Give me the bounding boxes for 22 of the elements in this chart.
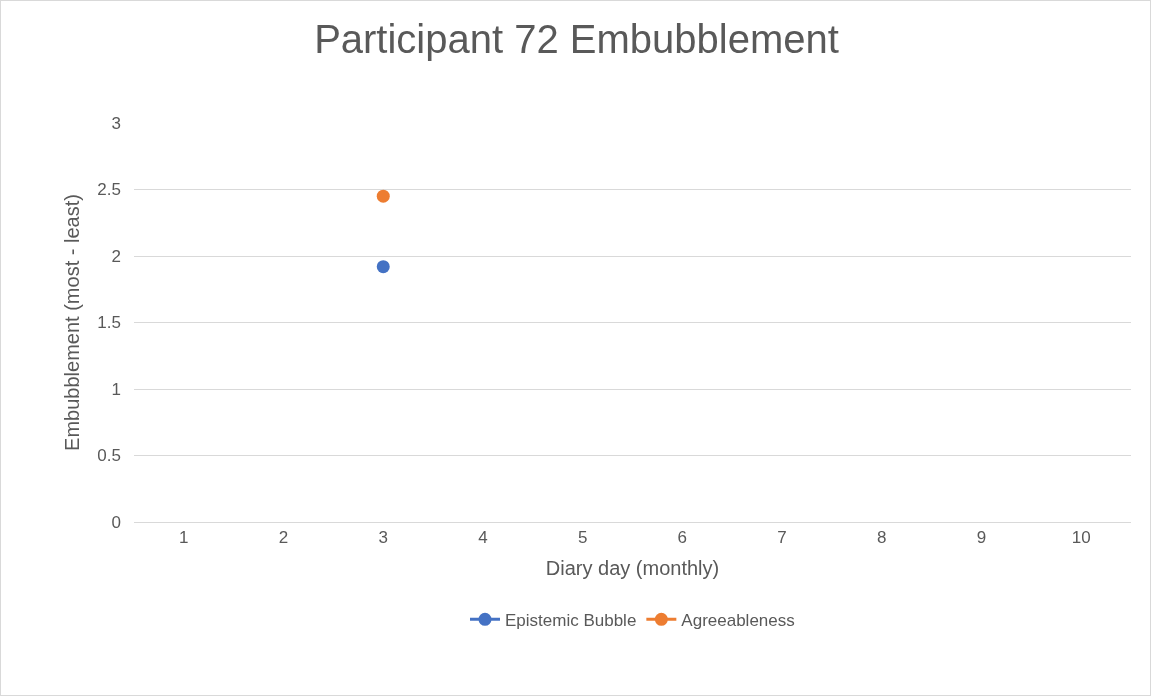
chart-title: Participant 72 Embubblement: [314, 17, 839, 62]
x-tick-label: 10: [1071, 528, 1091, 548]
legend-label: Epistemic Bubble: [505, 610, 637, 630]
x-tick-label: 4: [478, 528, 488, 548]
x-tick-label: 7: [777, 528, 787, 548]
x-tick-label: 3: [378, 528, 388, 548]
x-tick-label: 9: [976, 528, 987, 548]
x-tick-label: 2: [278, 528, 289, 548]
x-tick-label: 8: [877, 528, 887, 548]
y-tick-label: 3: [111, 113, 121, 133]
y-tick-label: 1: [111, 379, 121, 399]
x-tick-label: 6: [677, 528, 688, 548]
y-axis-title: Embubblement (most - least): [60, 194, 83, 451]
y-tick-label: 1.5: [97, 313, 121, 333]
x-axis-title: Diary day (monthly): [545, 556, 720, 579]
x-tick-label: 1: [179, 528, 189, 548]
y-tick-label: 2: [111, 246, 121, 266]
x-tick-label: 5: [577, 528, 588, 548]
y-tick-label: 0: [111, 512, 121, 532]
legend-label: Agreeableness: [681, 610, 795, 630]
y-tick-label: 2.5: [97, 180, 121, 200]
y-tick-label: 0.5: [97, 446, 121, 466]
